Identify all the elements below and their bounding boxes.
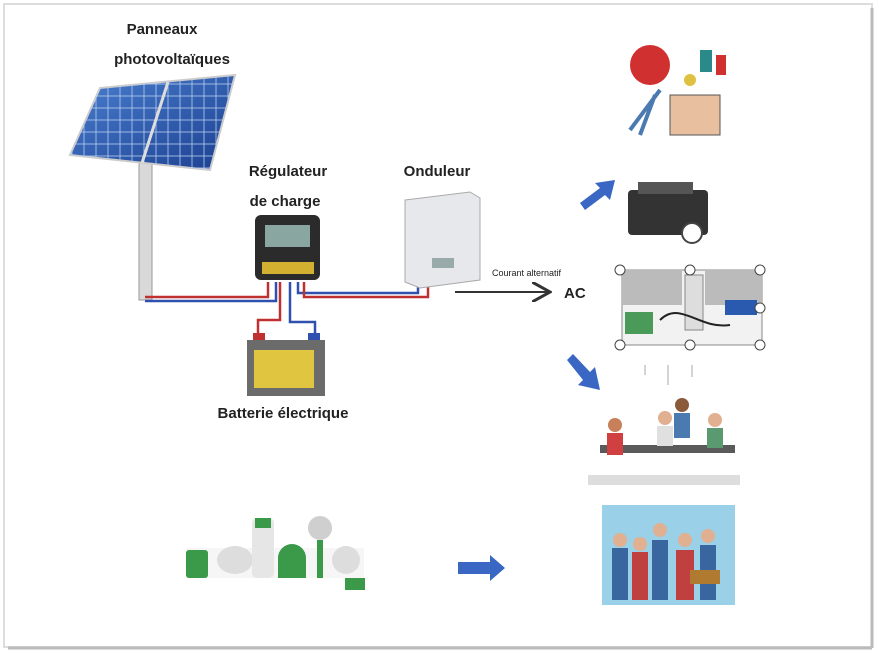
- devices-illustration-part: [345, 578, 365, 590]
- inverter: [405, 192, 480, 288]
- charge-regulator-part: [262, 262, 314, 274]
- charging-illustration-part-part: [755, 303, 765, 313]
- label: Régulateur: [249, 163, 328, 180]
- farmers-illustration-part-part: [701, 529, 715, 543]
- farmers-illustration-part: [690, 570, 720, 584]
- devices-illustration-part: [217, 546, 253, 574]
- farmers-illustration-part-part: [652, 540, 668, 600]
- devices-illustration-part: [186, 550, 208, 578]
- office-illustration-part: [707, 428, 723, 448]
- battery-part: [308, 333, 320, 340]
- charging-illustration-part: [705, 270, 762, 305]
- inverter-part: [405, 192, 480, 288]
- charging-illustration-part: [685, 275, 703, 330]
- sewing-illustration-part: [670, 95, 720, 135]
- label: photovoltaïques: [114, 51, 230, 68]
- office-illustration-part: [588, 475, 740, 485]
- farmers-illustration: [602, 505, 735, 605]
- office-illustration-part: [658, 411, 672, 425]
- printer-illustration-part: [682, 223, 702, 243]
- farmers-illustration-part-part: [612, 548, 628, 600]
- charging-illustration-part-part: [755, 340, 765, 350]
- sewing-illustration-part: [716, 55, 726, 75]
- label: AC: [564, 285, 586, 302]
- sewing-illustration-part: [700, 50, 712, 72]
- label: Onduleur: [404, 163, 471, 180]
- battery: [247, 333, 325, 396]
- office-illustration-part: [675, 398, 689, 412]
- devices-illustration-part: [255, 518, 271, 528]
- charging-illustration-part: [625, 312, 653, 334]
- solar-panel-part: [139, 160, 152, 300]
- printer-illustration: [628, 182, 708, 243]
- charging-illustration: [615, 265, 765, 350]
- farmers-illustration-part-part: [678, 533, 692, 547]
- label: Batterie électrique: [218, 405, 349, 422]
- charge-regulator: [255, 215, 320, 280]
- charging-illustration-part-part: [615, 265, 625, 275]
- office-illustration-part: [708, 413, 722, 427]
- label: Panneaux: [127, 21, 199, 38]
- farmers-illustration-part-part: [632, 552, 648, 600]
- farmers-illustration-part-part: [613, 533, 627, 547]
- charging-illustration-part-part: [615, 340, 625, 350]
- battery-part: [254, 350, 314, 388]
- charging-illustration-part-part: [755, 265, 765, 275]
- farmers-illustration-part-part: [633, 537, 647, 551]
- charging-illustration-part-part: [685, 340, 695, 350]
- label: Courant alternatif: [492, 268, 562, 278]
- office-illustration-part: [657, 426, 673, 446]
- charge-regulator-part: [265, 225, 310, 247]
- charging-illustration-part: [725, 300, 757, 315]
- charging-illustration-part-part: [685, 265, 695, 275]
- charging-illustration-part: [622, 270, 682, 305]
- label: de charge: [250, 193, 321, 210]
- battery-part: [253, 333, 265, 340]
- office-illustration-part: [608, 418, 622, 432]
- page: Panneaux photovoltaïques Régulateur de c…: [0, 0, 879, 653]
- devices-illustration-part: [278, 544, 306, 578]
- devices-illustration-part: [317, 540, 323, 578]
- inverter-part: [432, 258, 454, 268]
- office-illustration-part: [607, 433, 623, 455]
- devices-illustration-part: [332, 546, 360, 574]
- diagram: Panneaux photovoltaïques Régulateur de c…: [0, 0, 879, 653]
- printer-illustration-part: [638, 182, 693, 194]
- devices-illustration-part: [308, 516, 332, 540]
- farmers-illustration-part-part: [653, 523, 667, 537]
- sewing-illustration-part: [630, 45, 670, 85]
- office-illustration-part: [674, 413, 690, 438]
- sewing-illustration-part: [684, 74, 696, 86]
